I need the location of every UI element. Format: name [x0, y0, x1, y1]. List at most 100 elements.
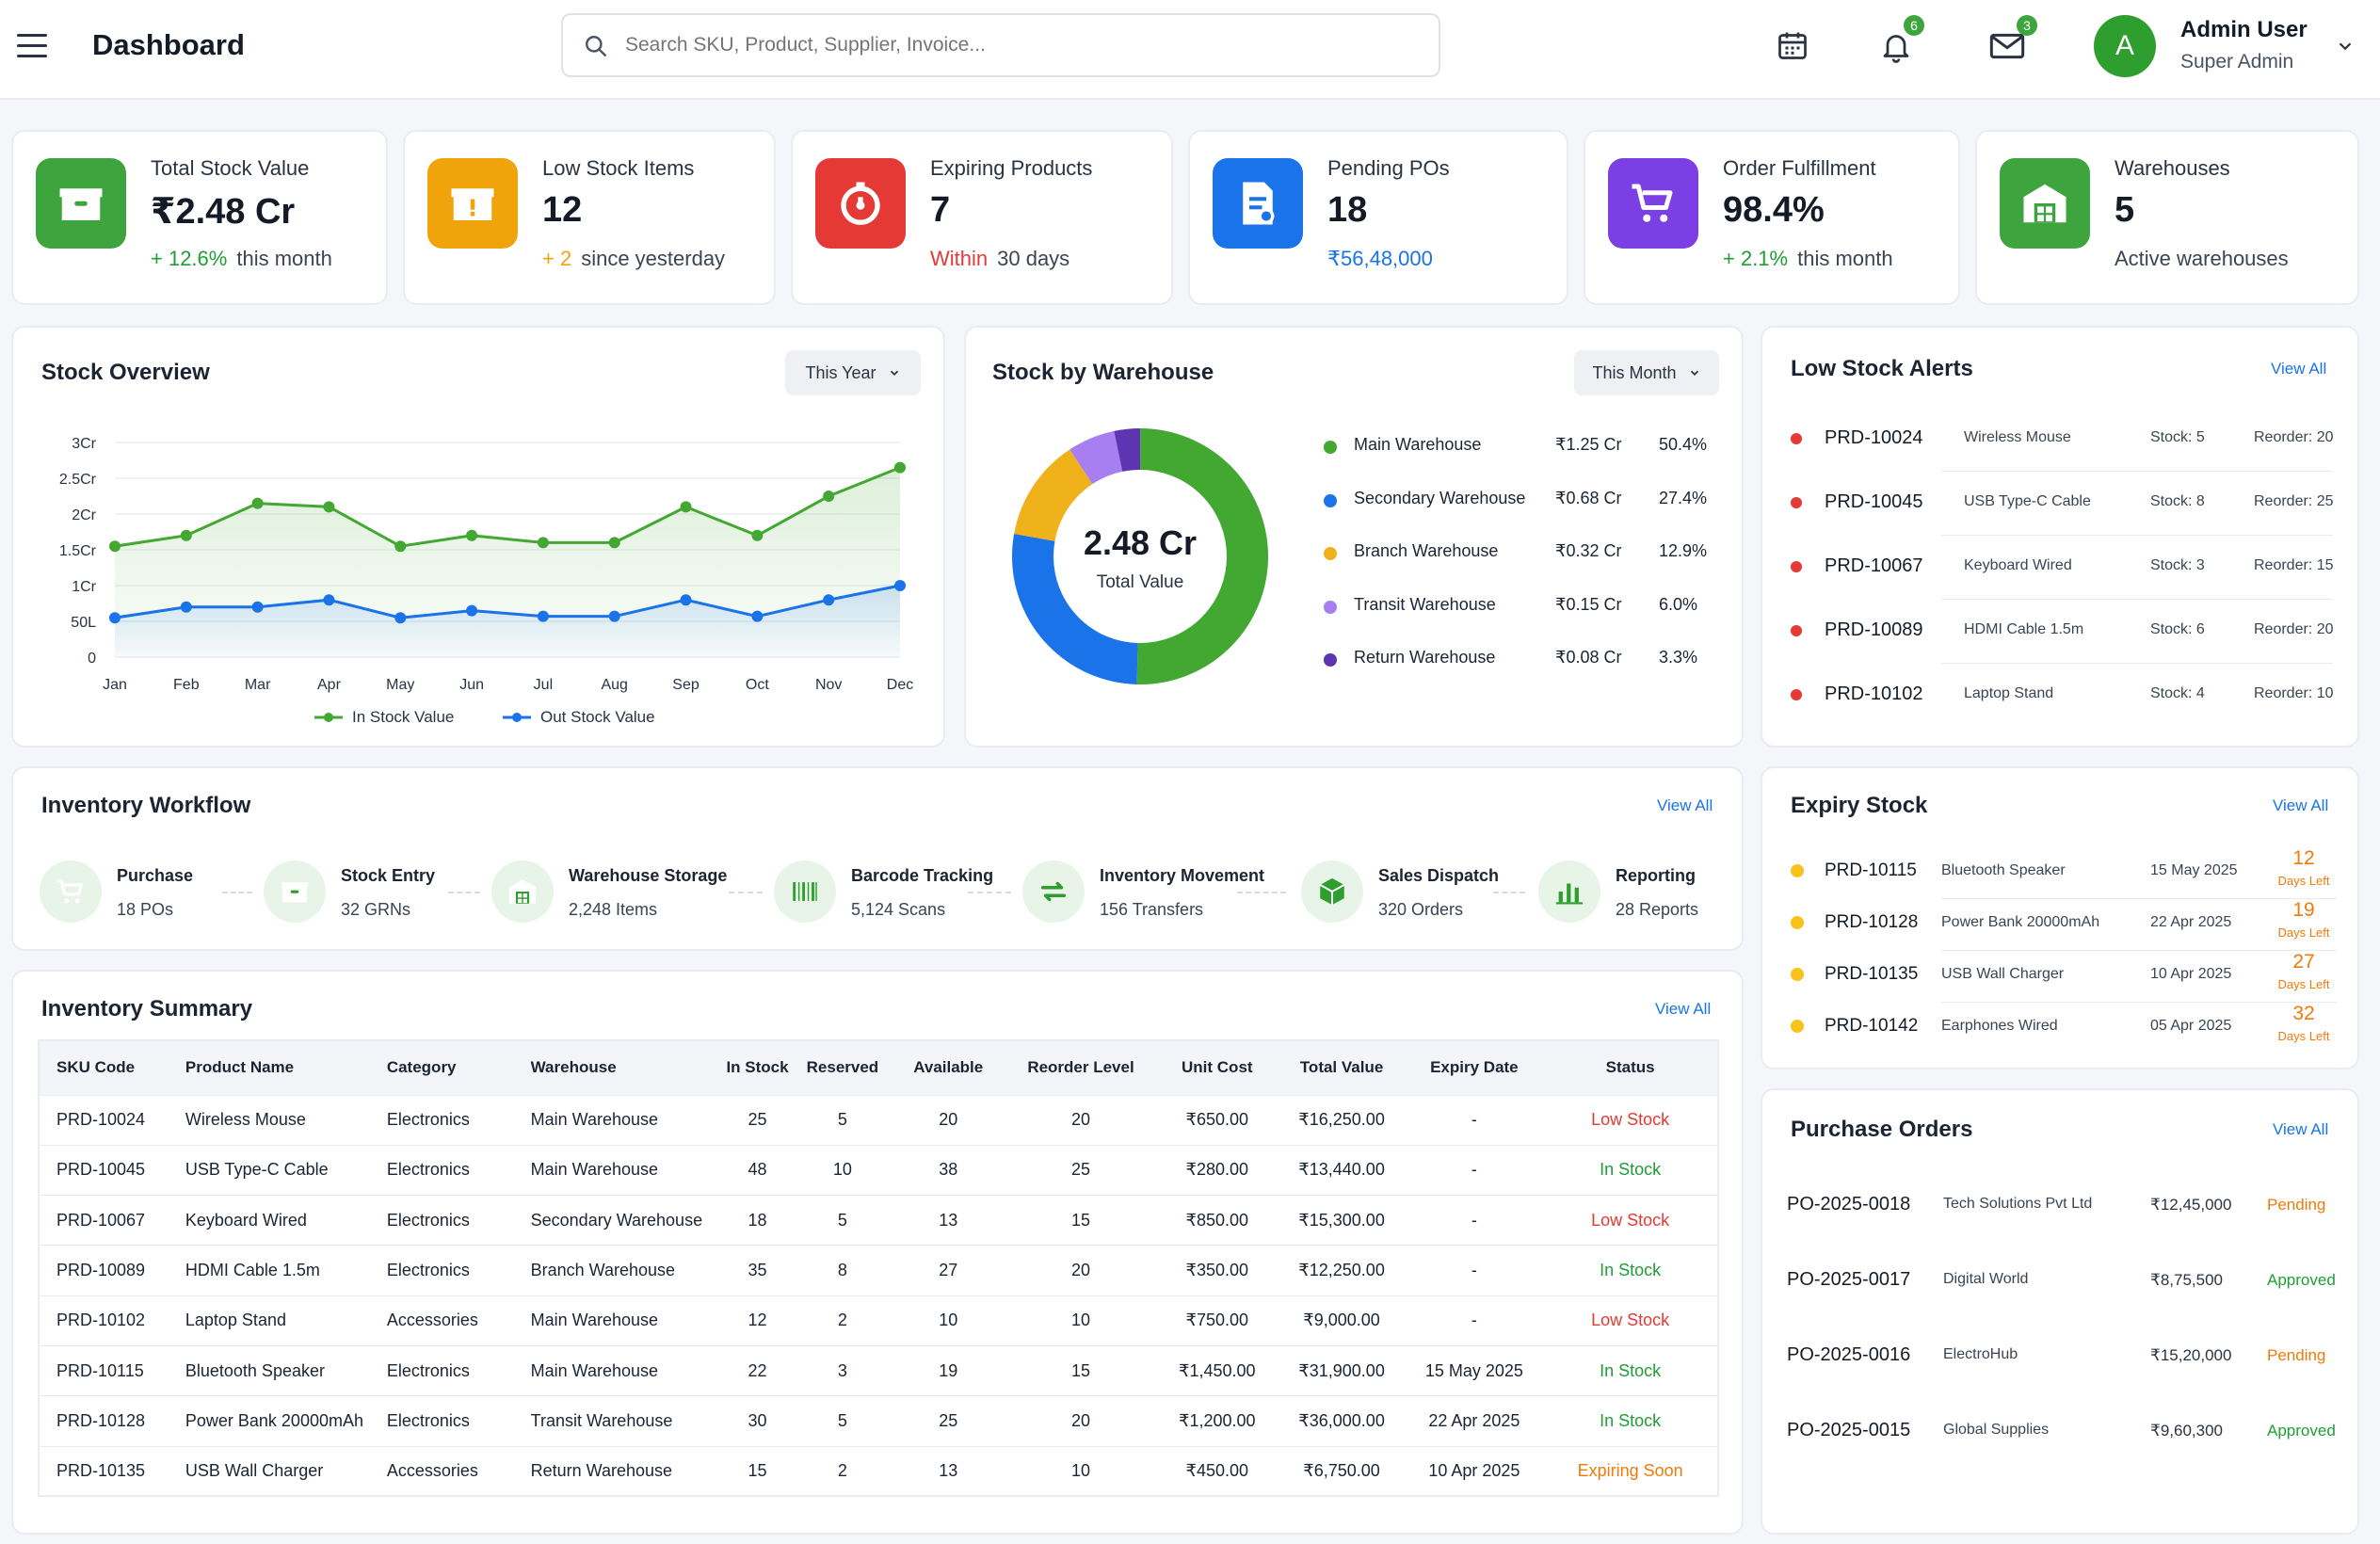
- data-point[interactable]: [894, 461, 906, 474]
- column-header[interactable]: Product Name: [168, 1040, 370, 1095]
- data-point[interactable]: [109, 540, 121, 553]
- low-stock-row[interactable]: PRD-10089 HDMI Cable 1.5m Stock: 6 Reorder:…: [1762, 601, 2361, 665]
- table-row[interactable]: PRD-10024 Wireless Mouse Electronics Main W…: [39, 1094, 1718, 1146]
- data-point[interactable]: [109, 612, 121, 624]
- data-point[interactable]: [180, 601, 192, 613]
- data-point[interactable]: [180, 529, 192, 541]
- data-point[interactable]: [323, 501, 335, 513]
- legend-out-swatch: [503, 713, 531, 722]
- workflow-step[interactable]: Warehouse Storage 2,248 Items: [491, 860, 727, 936]
- bell-icon[interactable]: [1879, 28, 1913, 64]
- low-stock-view-all-link[interactable]: View All: [2271, 360, 2327, 378]
- column-header[interactable]: Unit Cost: [1155, 1040, 1278, 1095]
- cart-icon: [56, 879, 83, 904]
- data-point[interactable]: [751, 529, 764, 541]
- po-row[interactable]: PO-2025-0016 ElectroHub ₹15,20,000 Pending: [1762, 1333, 2361, 1380]
- table-row[interactable]: PRD-10102 Laptop Stand Accessories Main War…: [39, 1295, 1718, 1346]
- column-header[interactable]: Warehouse: [513, 1040, 721, 1095]
- donut-slice[interactable]: [1012, 428, 1268, 684]
- data-point[interactable]: [680, 594, 692, 606]
- summary-view-all-link[interactable]: View All: [1655, 1000, 1712, 1018]
- data-point[interactable]: [608, 610, 620, 622]
- kpi-card[interactable]: Expiring Products 7 Within 30 days: [791, 130, 1173, 305]
- kpi-card[interactable]: Low Stock Items 12 + 2 since yesterday: [403, 130, 776, 305]
- table-row[interactable]: PRD-10089 HDMI Cable 1.5m Electronics Branc…: [39, 1245, 1718, 1296]
- workflow-step[interactable]: Inventory Movement 156 Transfers: [1022, 860, 1264, 936]
- kpi-card[interactable]: Warehouses 5 Active warehouses: [1975, 130, 2359, 305]
- table-cell: USB Type-C Cable: [168, 1144, 370, 1196]
- low-stock-row[interactable]: PRD-10067 Keyboard Wired Stock: 3 Reorder: …: [1762, 537, 2361, 601]
- table-row[interactable]: PRD-10067 Keyboard Wired Electronics Second…: [39, 1195, 1718, 1246]
- kpi-icon-tile: [1213, 158, 1303, 249]
- column-header[interactable]: In Stock: [720, 1040, 795, 1095]
- column-header[interactable]: Category: [369, 1040, 514, 1095]
- kpi-card[interactable]: Order Fulfillment 98.4% + 2.1% this month: [1584, 130, 1960, 305]
- workflow-step[interactable]: Stock Entry 32 GRNs: [264, 860, 490, 936]
- data-point[interactable]: [608, 537, 620, 549]
- x-tick-label: Mar: [245, 677, 271, 693]
- data-point[interactable]: [466, 529, 478, 541]
- low-stock-product: Wireless Mouse: [1964, 429, 2071, 445]
- chevron-down-icon[interactable]: [2335, 36, 2356, 56]
- workflow-step[interactable]: Sales Dispatch 320 Orders: [1301, 860, 1527, 936]
- table-cell: 20: [1005, 1094, 1156, 1146]
- data-point[interactable]: [537, 610, 549, 622]
- workflow-view-all-link[interactable]: View All: [1657, 796, 1713, 814]
- column-header[interactable]: Available: [891, 1040, 1006, 1095]
- table-row[interactable]: PRD-10045 USB Type-C Cable Electronics Main…: [39, 1144, 1718, 1196]
- low-stock-row[interactable]: PRD-10045 USB Type-C Cable Stock: 8 Reorder…: [1762, 473, 2361, 537]
- expiry-row[interactable]: PRD-10115 Bluetooth Speaker 15 May 2025 12 D…: [1762, 847, 2361, 899]
- table-row[interactable]: PRD-10128 Power Bank 20000mAh Electronics T…: [39, 1395, 1718, 1447]
- kpi-card[interactable]: Total Stock Value ₹2.48 Cr + 12.6% this mon…: [11, 130, 388, 305]
- column-header[interactable]: Reorder Level: [1005, 1040, 1156, 1095]
- year-filter-label: This Year: [805, 362, 876, 382]
- column-header[interactable]: Status: [1543, 1040, 1718, 1095]
- year-filter-dropdown[interactable]: This Year: [785, 350, 921, 395]
- po-row[interactable]: PO-2025-0017 Digital World ₹8,75,500 Approv…: [1762, 1258, 2361, 1305]
- warehouse-name: Branch Warehouse: [1354, 541, 1499, 560]
- mail-icon[interactable]: [1988, 30, 2026, 62]
- low-stock-row[interactable]: PRD-10102 Laptop Stand Stock: 4 Reorder: 10: [1762, 665, 2361, 729]
- data-point[interactable]: [251, 497, 264, 509]
- data-point[interactable]: [823, 594, 835, 606]
- data-point[interactable]: [394, 612, 407, 624]
- column-header[interactable]: Expiry Date: [1405, 1040, 1544, 1095]
- data-point[interactable]: [751, 610, 764, 622]
- donut-slice[interactable]: [1012, 428, 1268, 684]
- kpi-card[interactable]: Pending POs 18 ₹56,48,000: [1188, 130, 1568, 305]
- calendar-icon[interactable]: [1776, 28, 1809, 62]
- expiry-row[interactable]: PRD-10142 Earphones Wired 05 Apr 2025 32 Day…: [1762, 1003, 2361, 1054]
- workflow-step[interactable]: Barcode Tracking 5,124 Scans: [774, 860, 1000, 936]
- data-point[interactable]: [823, 491, 835, 502]
- table-cell: 19: [891, 1344, 1006, 1396]
- avatar[interactable]: A: [2094, 15, 2156, 77]
- data-point[interactable]: [466, 604, 478, 617]
- column-header[interactable]: Reserved: [794, 1040, 892, 1095]
- month-filter-dropdown[interactable]: This Month: [1574, 350, 1719, 395]
- low-stock-row[interactable]: PRD-10024 Wireless Mouse Stock: 5 Reorder: …: [1762, 409, 2361, 473]
- data-point[interactable]: [537, 537, 549, 549]
- expiry-row[interactable]: PRD-10128 Power Bank 20000mAh 22 Apr 2025 1…: [1762, 899, 2361, 951]
- data-point[interactable]: [894, 580, 906, 591]
- column-header[interactable]: Total Value: [1278, 1040, 1406, 1095]
- search-box[interactable]: [561, 13, 1440, 77]
- data-point[interactable]: [680, 501, 692, 513]
- kpi-delta: + 12.6%: [151, 247, 228, 270]
- menu-icon[interactable]: [17, 34, 47, 58]
- table-row[interactable]: PRD-10115 Bluetooth Speaker Electronics Mai…: [39, 1344, 1718, 1396]
- data-point[interactable]: [394, 540, 407, 553]
- expiry-view-all-link[interactable]: View All: [2273, 796, 2329, 814]
- donut-slice[interactable]: [1012, 428, 1268, 684]
- expiry-row[interactable]: PRD-10135 USB Wall Charger 10 Apr 2025 27 Da…: [1762, 951, 2361, 1003]
- po-view-all-link[interactable]: View All: [2273, 1120, 2329, 1138]
- po-row[interactable]: PO-2025-0018 Tech Solutions Pvt Ltd ₹12,45…: [1762, 1182, 2361, 1230]
- table-row[interactable]: PRD-10135 USB Wall Charger Accessories Retu…: [39, 1445, 1718, 1497]
- po-row[interactable]: PO-2025-0015 Global Supplies ₹9,60,300 Appr…: [1762, 1408, 2361, 1456]
- workflow-step[interactable]: Purchase 18 POs: [40, 860, 265, 936]
- search-input[interactable]: [625, 28, 1416, 62]
- data-point[interactable]: [251, 601, 264, 613]
- kpi-label: Low Stock Items: [542, 156, 695, 180]
- data-point[interactable]: [323, 594, 335, 606]
- workflow-step[interactable]: Reporting 28 Reports: [1538, 860, 1764, 936]
- column-header[interactable]: SKU Code: [39, 1040, 169, 1095]
